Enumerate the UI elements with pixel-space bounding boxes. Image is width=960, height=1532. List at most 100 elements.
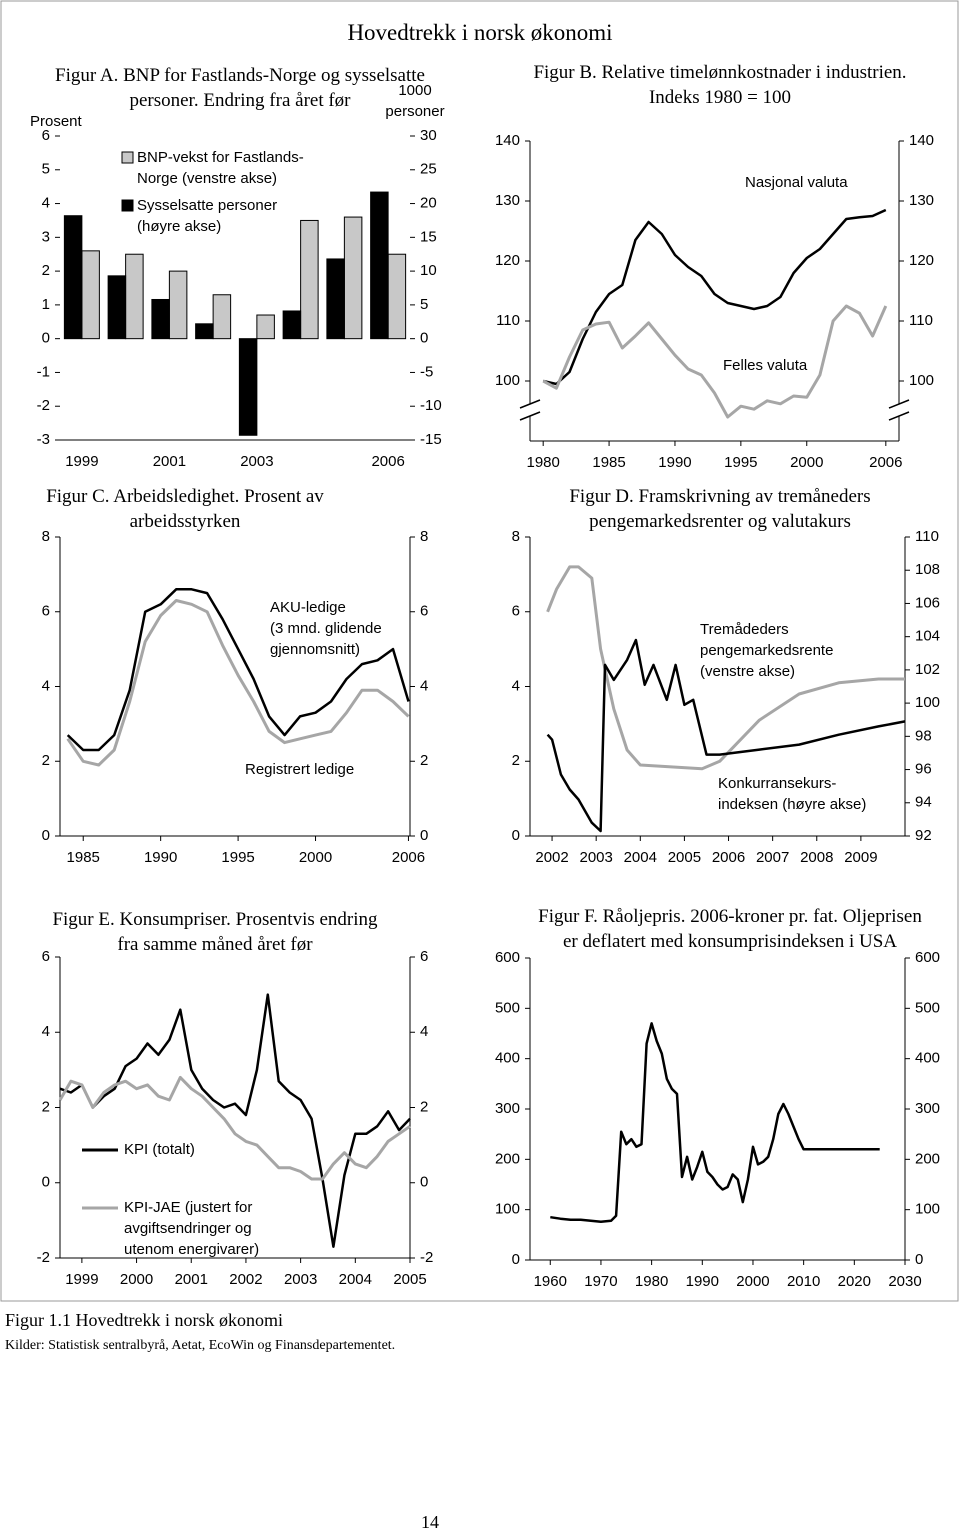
y-tick-label: 0 — [42, 330, 50, 347]
y-tick-label: 140 — [495, 132, 520, 149]
x-tick-label: 2001 — [175, 1271, 208, 1288]
bar — [63, 215, 83, 340]
x-tick-label: 1999 — [65, 453, 98, 470]
chart-title: Figur D. Framskrivning av tremåneders pe… — [569, 486, 871, 532]
y-tick-label: 2 — [42, 752, 50, 769]
y-tick-label: 0 — [42, 827, 50, 844]
x-tick-label: 1980 — [526, 454, 559, 471]
bar — [238, 338, 258, 436]
x-tick-label: 1960 — [534, 1273, 567, 1290]
bar — [370, 191, 389, 340]
series-label: Konkurransekurs- indeksen (høyre akse) — [718, 775, 867, 813]
y-tick-label: 4 — [42, 195, 50, 212]
y-tick-label: 8 — [512, 528, 520, 545]
y2-tick-label: 400 — [915, 1050, 940, 1067]
y-tick-label: 6 — [42, 603, 50, 620]
x-tick-label: 2005 — [668, 849, 701, 866]
x-tick-label: 2002 — [535, 849, 568, 866]
y2-tick-label: 100 — [909, 372, 934, 389]
y2-tick-label: -2 — [420, 1249, 433, 1266]
data-line — [550, 1022, 880, 1223]
data-line — [546, 638, 906, 833]
y-tick-label: 2 — [512, 752, 520, 769]
y2-tick-label: 130 — [909, 192, 934, 209]
x-tick-label: 1995 — [221, 849, 254, 866]
data-line — [59, 993, 411, 1248]
legend-swatch — [121, 151, 134, 164]
y2-tick-label: 106 — [915, 594, 940, 611]
x-tick-label: 2003 — [579, 849, 612, 866]
y-tick-label: 400 — [495, 1050, 520, 1067]
series-label: KPI-JAE (justert for avgiftsendringer og… — [124, 1199, 260, 1258]
bar — [107, 275, 127, 340]
y2-tick-label: 500 — [915, 999, 940, 1016]
x-tick-label: 1990 — [658, 454, 691, 471]
y2-tick-label: 4 — [420, 1023, 428, 1040]
x-tick-label: 2006 — [392, 849, 425, 866]
y2-tick-label: 102 — [915, 661, 940, 678]
x-tick-label: 2020 — [838, 1273, 871, 1290]
x-tick-label: 2030 — [888, 1273, 921, 1290]
axis-break — [888, 399, 910, 409]
y-tick-label: 500 — [495, 999, 520, 1016]
x-tick-label: 2002 — [229, 1271, 262, 1288]
y2-tick-label: 100 — [915, 694, 940, 711]
y2-tick-label: -10 — [420, 397, 442, 414]
bar — [387, 253, 407, 340]
y-tick-label: 100 — [495, 372, 520, 389]
chart-title: Figur F. Råoljepris. 2006-kroner pr. fat… — [538, 906, 922, 952]
y-tick-label: -2 — [37, 1249, 50, 1266]
y2-tick-label: 120 — [909, 252, 934, 269]
x-tick-label: 2000 — [736, 1273, 769, 1290]
y2-tick-label: 108 — [915, 561, 940, 578]
x-tick-label: 1999 — [65, 1271, 98, 1288]
y2-tick-label: 25 — [420, 161, 437, 178]
y-tick-label: 8 — [42, 528, 50, 545]
y2-tick-label: 92 — [915, 827, 932, 844]
y-tick-label: 300 — [495, 1100, 520, 1117]
x-tick-label: 2008 — [800, 849, 833, 866]
data-line — [542, 208, 887, 386]
y2-tick-label: 8 — [420, 528, 428, 545]
y-tick-label: 120 — [495, 252, 520, 269]
y-tick-label: -2 — [37, 397, 50, 414]
y-axis-label: Prosent — [30, 113, 82, 130]
x-tick-label: 1990 — [686, 1273, 719, 1290]
y2-tick-label: 6 — [420, 603, 428, 620]
y-tick-label: -1 — [37, 363, 50, 380]
y2-tick-label: 4 — [420, 677, 428, 694]
y-tick-label: 5 — [42, 161, 50, 178]
y2-tick-label: -5 — [420, 363, 433, 380]
y-tick-label: 6 — [42, 948, 50, 965]
y2-tick-label: 15 — [420, 228, 437, 245]
chart-title: Figur E. Konsumpriser. Prosentvis endrin… — [52, 909, 378, 955]
bar — [125, 253, 144, 340]
page-header: Hovedtrekk i norsk økonomi — [347, 20, 613, 45]
legend-swatch — [121, 199, 134, 212]
y2-tick-label: 104 — [915, 628, 940, 645]
y-tick-label: 0 — [42, 1174, 50, 1191]
y2-tick-label: 140 — [909, 132, 934, 149]
y2-tick-label: 0 — [420, 827, 428, 844]
y-tick-label: -3 — [37, 431, 50, 448]
y-tick-label: 200 — [495, 1150, 520, 1167]
x-tick-label: 2003 — [240, 453, 273, 470]
x-tick-label: 2000 — [790, 454, 823, 471]
y2-axis-label: 1000 personer — [385, 82, 445, 120]
y2-tick-label: 200 — [915, 1150, 940, 1167]
bar — [81, 250, 100, 340]
y2-tick-label: 20 — [420, 195, 437, 212]
x-tick-label: 1980 — [635, 1273, 668, 1290]
x-tick-label: 1985 — [67, 849, 100, 866]
x-tick-label: 2004 — [339, 1271, 372, 1288]
bar — [151, 298, 170, 340]
x-tick-label: 2001 — [153, 453, 186, 470]
y-tick-label: 2 — [42, 262, 50, 279]
y-tick-label: 100 — [495, 1201, 520, 1218]
axis-break — [519, 411, 541, 421]
frame — [0, 0, 959, 1302]
y-tick-label: 110 — [496, 312, 520, 329]
data-line — [542, 304, 888, 419]
